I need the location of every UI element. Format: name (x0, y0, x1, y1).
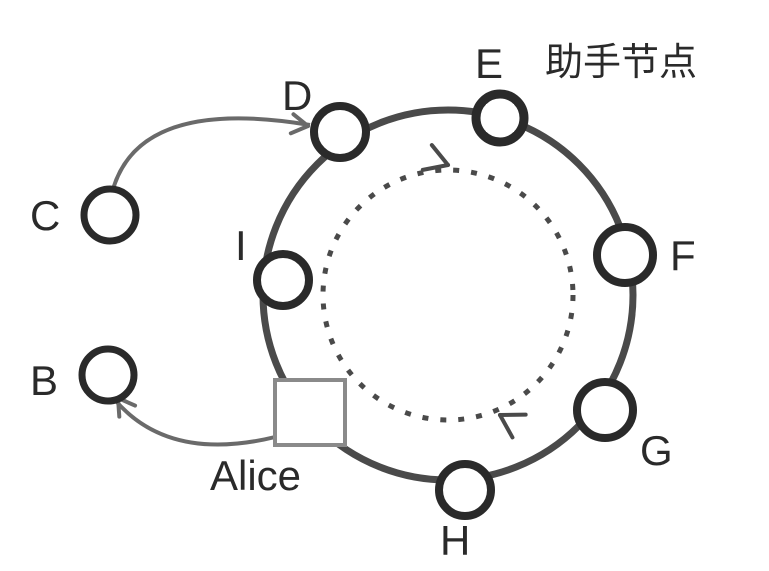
label-h: H (440, 517, 470, 564)
node-c (84, 189, 136, 241)
label-e: E (475, 40, 503, 87)
label-b: B (30, 357, 58, 404)
label-c: C (30, 192, 60, 239)
label-f: F (670, 232, 696, 279)
label-d: D (282, 72, 312, 119)
inner-arrow-top (423, 145, 448, 170)
node-g (577, 382, 633, 438)
annotation-helper: 助手节点 (545, 42, 697, 84)
diagram-canvas: D E F G H I C B Alice 助手节点 (0, 0, 769, 571)
node-i (257, 254, 309, 306)
alice-node (275, 380, 345, 445)
node-e-patch (486, 104, 514, 132)
node-b (82, 349, 134, 401)
node-d (314, 106, 366, 158)
node-h (439, 464, 491, 516)
node-f (597, 227, 653, 283)
label-i: I (235, 222, 247, 269)
inner-arrow-bottom (500, 415, 526, 438)
label-g: G (640, 427, 673, 474)
inner-dotted-ring (323, 170, 573, 420)
label-alice: Alice (210, 452, 301, 499)
